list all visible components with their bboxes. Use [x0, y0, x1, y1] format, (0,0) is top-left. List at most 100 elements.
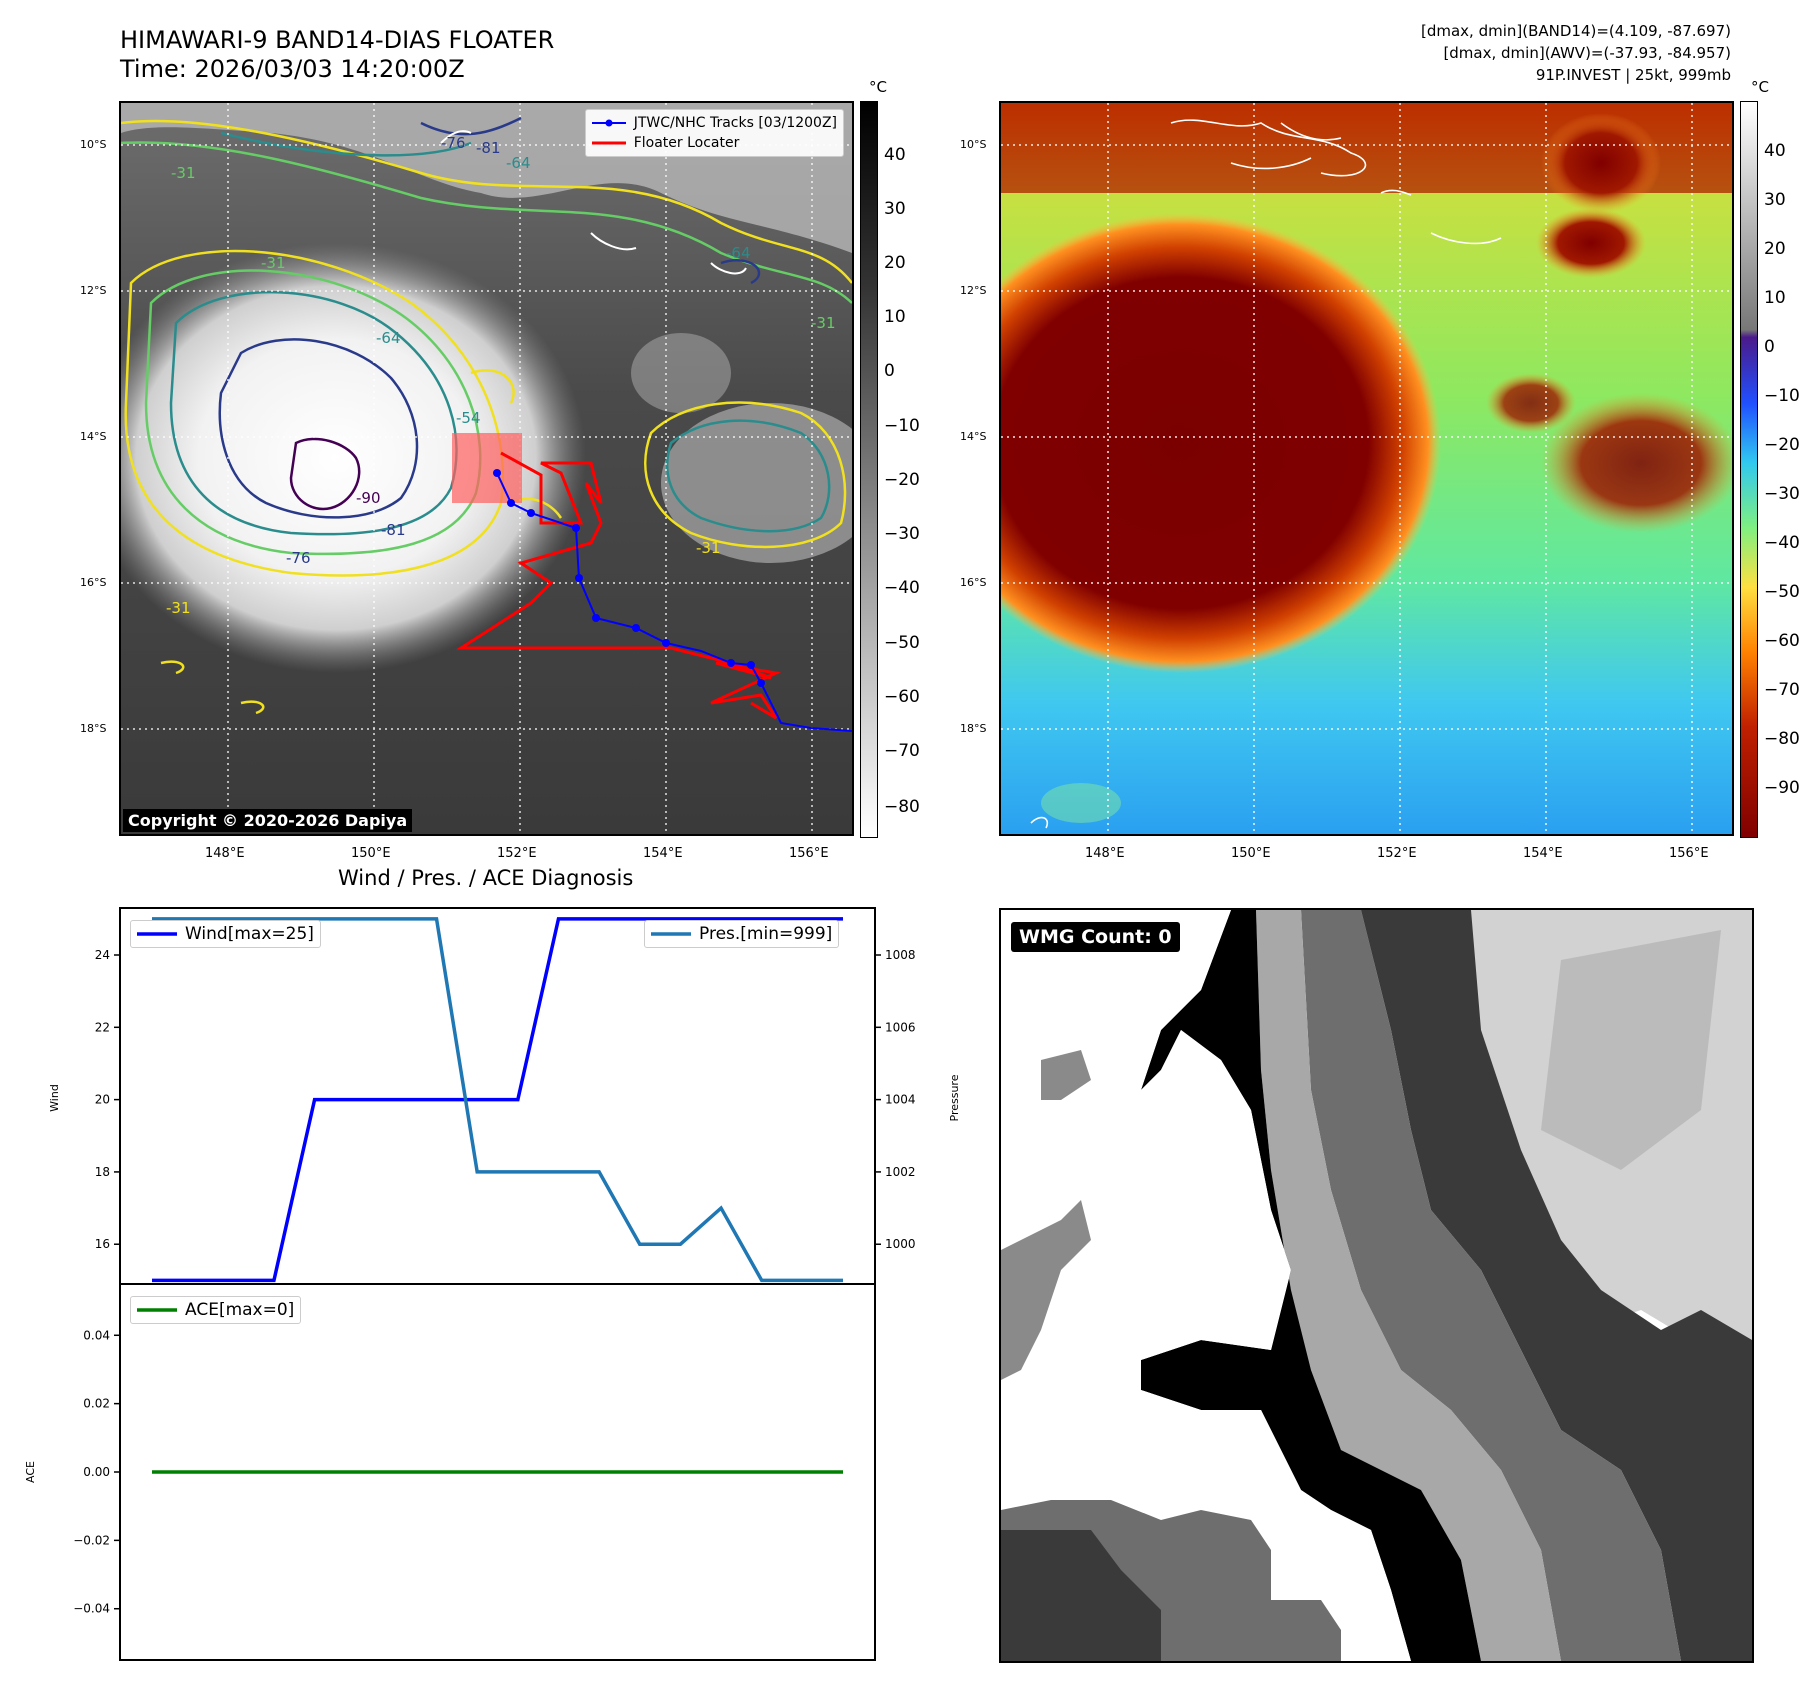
lat-label: 14°S — [80, 430, 107, 443]
contour-label: -64 — [376, 329, 401, 347]
lat-label: 16°S — [80, 576, 107, 589]
lon-label: 152°E — [497, 846, 537, 861]
lon-label: 152°E — [1377, 846, 1417, 861]
pressure-tick-label: 1002 — [885, 1165, 916, 1179]
contour-label: -90 — [356, 489, 381, 507]
colorbar-tick: 30 — [1764, 190, 1786, 210]
lon-label: 156°E — [789, 846, 829, 861]
figure-time: Time: 2026/03/03 14:20:00Z — [120, 55, 465, 83]
wind-tick-label: 16 — [95, 1237, 110, 1251]
wind-legend-label: Wind[max=25] — [185, 924, 314, 944]
wind-tick-label: 20 — [95, 1093, 110, 1107]
colorbar-tick: −50 — [1764, 582, 1800, 602]
wmg-count-badge: WMG Count: 0 — [1011, 922, 1180, 952]
lon-label: 148°E — [1085, 846, 1125, 861]
colorbar-tick: 0 — [884, 361, 895, 381]
lon-label: 148°E — [205, 846, 245, 861]
contour-label: -64 — [726, 244, 751, 262]
contour-label: -31 — [261, 254, 286, 272]
wmg-panel: WMG Count: 0 — [999, 908, 1754, 1663]
colorbar-tick: −20 — [1764, 435, 1800, 455]
lat-label: 10°S — [80, 138, 107, 151]
contour-label: -76 — [286, 549, 311, 567]
wind-tick-label: 22 — [95, 1020, 110, 1034]
right-colorbar-unit: °C — [1751, 78, 1769, 96]
ace-legend: ACE[max=0] — [130, 1296, 302, 1324]
awv-map — [999, 101, 1734, 836]
colorbar-tick: 10 — [1764, 288, 1786, 308]
colorbar-tick: −60 — [1764, 631, 1800, 651]
copyright-badge: Copyright © 2020-2026 Dapiya — [123, 809, 413, 832]
colorbar-tick: 40 — [884, 145, 906, 165]
contour-label: -31 — [166, 599, 191, 617]
lat-label: 12°S — [960, 284, 987, 297]
map-legend: JTWC/NHC Tracks [03/1200Z] Floater Locat… — [584, 109, 844, 157]
right-colorbar — [1740, 101, 1758, 838]
colorbar-tick: 30 — [884, 199, 906, 219]
lon-label: 154°E — [643, 846, 683, 861]
colorbar-tick: −50 — [884, 633, 920, 653]
ace-tick-label: 0.00 — [83, 1465, 110, 1479]
contour-label: -31 — [171, 164, 196, 182]
colorbar-tick: −30 — [1764, 484, 1800, 504]
pressure-tick-label: 1006 — [885, 1020, 916, 1034]
legend-tracks: JTWC/NHC Tracks [03/1200Z] — [633, 115, 837, 131]
ace-tick-label: 0.04 — [83, 1328, 110, 1342]
pressure-legend: Pres.[min=999] — [644, 920, 840, 948]
ace-tick-label: 0.02 — [83, 1397, 110, 1411]
colorbar-tick: −70 — [884, 741, 920, 761]
contour-label: -54 — [456, 409, 481, 427]
lat-label: 16°S — [960, 576, 987, 589]
colorbar-tick: −60 — [884, 687, 920, 707]
colorbar-tick: −90 — [1764, 778, 1800, 798]
contour-label: -81 — [381, 521, 406, 539]
contour-label: -31 — [811, 314, 836, 332]
storm-info: 91P.INVEST | 25kt, 999mb — [1535, 66, 1731, 84]
colorbar-tick: 20 — [884, 253, 906, 273]
lat-label: 18°S — [960, 722, 987, 735]
contour-label: -64 — [506, 154, 531, 172]
lat-label: 14°S — [960, 430, 987, 443]
ace-legend-label: ACE[max=0] — [185, 1300, 295, 1320]
dmax-band14: [dmax, dmin](BAND14)=(4.109, -87.697) — [1420, 22, 1731, 40]
band14-map: -31 -31 -31 -31 -64 -64 -64 -76 -76 -81 … — [119, 101, 854, 836]
lat-label: 10°S — [960, 138, 987, 151]
wind-series-line — [152, 917, 843, 1283]
legend-floater: Floater Locater — [633, 135, 740, 151]
colorbar-tick: 0 — [1764, 337, 1775, 357]
colorbar-tick: −20 — [884, 470, 920, 490]
colorbar-tick: −80 — [884, 797, 920, 817]
contour-label: -31 — [696, 539, 721, 557]
diagnosis-title: Wind / Pres. / ACE Diagnosis — [338, 866, 634, 890]
wind-tick-label: 18 — [95, 1165, 110, 1179]
colorbar-tick: −40 — [884, 578, 920, 598]
colorbar-tick: 20 — [1764, 239, 1786, 259]
contour-label: -81 — [476, 139, 501, 157]
ace-axis-label: ACE — [24, 1461, 37, 1483]
colorbar-tick: −10 — [1764, 386, 1800, 406]
left-colorbar — [860, 101, 878, 838]
figure-title: HIMAWARI-9 BAND14-DIAS FLOATER — [120, 26, 555, 54]
colorbar-tick: −70 — [1764, 680, 1800, 700]
pressure-tick-label: 1008 — [885, 948, 916, 962]
colorbar-tick: −40 — [1764, 533, 1800, 553]
colorbar-tick: −80 — [1764, 729, 1800, 749]
lon-label: 150°E — [1231, 846, 1271, 861]
pressure-legend-label: Pres.[min=999] — [699, 924, 833, 944]
colorbar-tick: −30 — [884, 524, 920, 544]
pressure-axis-label: Pressure — [948, 1074, 960, 1121]
wind-legend: Wind[max=25] — [130, 920, 321, 948]
ace-tick-label: −0.04 — [73, 1602, 110, 1616]
wind-axis-label: Wind — [48, 1084, 61, 1112]
contour-label: -76 — [441, 134, 466, 152]
diagnosis-chart: 16 18 20 22 24 1000 1002 1004 1006 1008 0.04 0.02… — [24, 907, 960, 1661]
colorbar-tick: 10 — [884, 307, 906, 327]
pressure-tick-label: 1004 — [885, 1093, 916, 1107]
ace-tick-label: −0.02 — [73, 1533, 110, 1547]
lon-label: 150°E — [351, 846, 391, 861]
pressure-series-line — [152, 917, 843, 1283]
pressure-tick-label: 1000 — [885, 1237, 916, 1251]
dmax-awv: [dmax, dmin](AWV)=(-37.93, -84.957) — [1443, 44, 1731, 62]
wind-tick-label: 24 — [95, 948, 110, 962]
colorbar-tick: 40 — [1764, 141, 1786, 161]
